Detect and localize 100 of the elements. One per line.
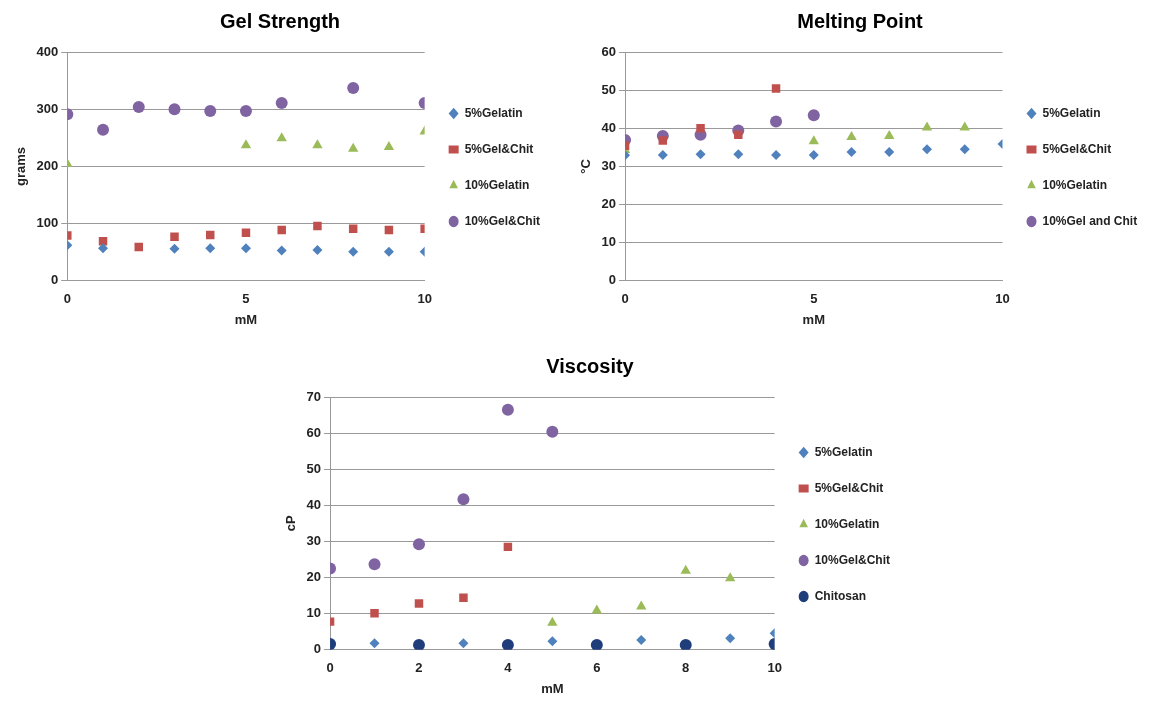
- point: [412, 639, 425, 650]
- point: [846, 146, 857, 157]
- point: [547, 616, 558, 626]
- y-tick-label: 50: [601, 81, 617, 97]
- y-tick-label: 60: [601, 43, 617, 59]
- point: [807, 109, 820, 122]
- point: [457, 493, 470, 506]
- point: [276, 245, 287, 256]
- point: [733, 149, 744, 160]
- point: [696, 124, 705, 133]
- chart-title: Gel Strength: [219, 9, 341, 32]
- legend-label: 5%Gelatin: [464, 105, 523, 120]
- point: [734, 130, 743, 139]
- point: [383, 140, 395, 150]
- legend-label: 10%Gel&Chit: [464, 213, 541, 228]
- point: [725, 633, 736, 644]
- point: [276, 132, 287, 142]
- point: [590, 639, 603, 650]
- y-tick-label: 0: [51, 272, 59, 288]
- point: [169, 243, 180, 254]
- legend-label: Chitosan: [814, 588, 866, 603]
- x-tick-label: 0: [326, 660, 334, 676]
- point: [412, 538, 425, 551]
- point: [922, 144, 933, 155]
- x-tick-label: 6: [593, 660, 601, 676]
- point: [657, 149, 668, 160]
- point: [921, 121, 933, 131]
- x-tick-label: 8: [682, 660, 690, 676]
- y-tick-label: 0: [313, 641, 322, 657]
- point: [347, 142, 359, 152]
- x-axis-title: mM: [802, 311, 825, 327]
- point: [770, 115, 783, 128]
- legend-label: 5%Gel&Chit: [814, 480, 884, 495]
- point: [368, 558, 381, 571]
- point: [458, 638, 469, 649]
- point: [771, 84, 781, 93]
- y-tick-label: 40: [601, 119, 617, 135]
- point: [501, 639, 514, 650]
- point: [369, 638, 380, 649]
- point: [98, 243, 109, 254]
- point: [347, 82, 360, 95]
- point: [312, 244, 323, 255]
- y-tick-label: 10: [601, 234, 617, 250]
- x-tick-label: 10: [417, 291, 432, 307]
- legend-label: 10%Gelatin: [464, 177, 530, 192]
- y-tick-label: 300: [36, 100, 59, 116]
- point: [959, 121, 970, 131]
- point: [679, 639, 692, 650]
- chart-title: Melting Point: [797, 9, 924, 32]
- x-tick-label: 10: [767, 660, 782, 676]
- legend-label: 5%Gelatin: [1042, 105, 1101, 120]
- y-tick-label: 100: [36, 215, 59, 231]
- y-tick-label: 10: [306, 605, 322, 621]
- legend-label: 10%Gel and Chit: [1042, 213, 1138, 228]
- point: [97, 123, 110, 136]
- point: [205, 243, 216, 254]
- point: [170, 232, 179, 241]
- legend-label: 10%Gel&Chit: [814, 552, 891, 567]
- point: [204, 104, 217, 117]
- point: [658, 136, 668, 145]
- point: [313, 221, 322, 231]
- point: [459, 593, 468, 603]
- point: [884, 146, 895, 157]
- point: [348, 246, 359, 257]
- point: [959, 144, 970, 155]
- legend-label: 5%Gel&Chit: [1042, 141, 1112, 156]
- point: [275, 96, 288, 109]
- x-tick-label: 5: [810, 291, 818, 307]
- y-tick-label: 30: [306, 533, 322, 549]
- point: [636, 635, 647, 646]
- y-tick-label: 30: [601, 157, 617, 173]
- point: [546, 425, 559, 438]
- y-tick-label: 0: [608, 272, 617, 288]
- y-tick-label: 60: [306, 424, 322, 440]
- legend-label: 5%Gelatin: [814, 444, 873, 459]
- y-tick-label: 20: [601, 196, 617, 212]
- y-axis-title: °C: [578, 158, 594, 174]
- y-tick-label: 40: [306, 496, 322, 512]
- point: [501, 403, 514, 416]
- point: [370, 609, 379, 618]
- x-axis-title: mM: [234, 311, 258, 327]
- x-tick-label: 0: [63, 291, 71, 307]
- legend-label: 5%Gel&Chit: [464, 141, 534, 156]
- x-tick-label: 2: [415, 660, 423, 676]
- point: [240, 243, 251, 254]
- chart-title: Viscosity: [546, 354, 635, 377]
- point: [771, 149, 782, 160]
- y-tick-label: 20: [306, 569, 322, 585]
- x-tick-label: 0: [621, 291, 629, 307]
- point: [724, 572, 736, 582]
- y-tick-label: 50: [306, 460, 322, 476]
- x-axis-title: mM: [541, 680, 564, 696]
- point: [695, 149, 706, 160]
- legend-label: 10%Gelatin: [814, 516, 880, 531]
- point: [98, 237, 108, 246]
- point: [846, 131, 857, 141]
- point: [680, 564, 691, 574]
- point: [808, 135, 819, 145]
- point: [312, 139, 323, 149]
- x-tick-label: 5: [242, 291, 250, 307]
